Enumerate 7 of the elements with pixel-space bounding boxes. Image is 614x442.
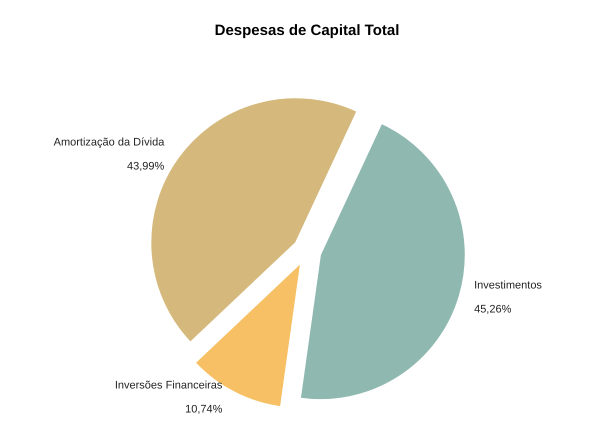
slice-label: Amortização da Dívida <box>54 136 166 148</box>
data-label: 43,99% <box>127 160 165 172</box>
data-label: 45,26% <box>474 304 512 316</box>
slice-label: Inversões Financeiras <box>114 379 223 392</box>
data-label: 10,74% <box>185 403 223 416</box>
chart-title: Despesas de Capital Total <box>214 22 400 39</box>
slice-label: Investimentos <box>474 280 542 292</box>
